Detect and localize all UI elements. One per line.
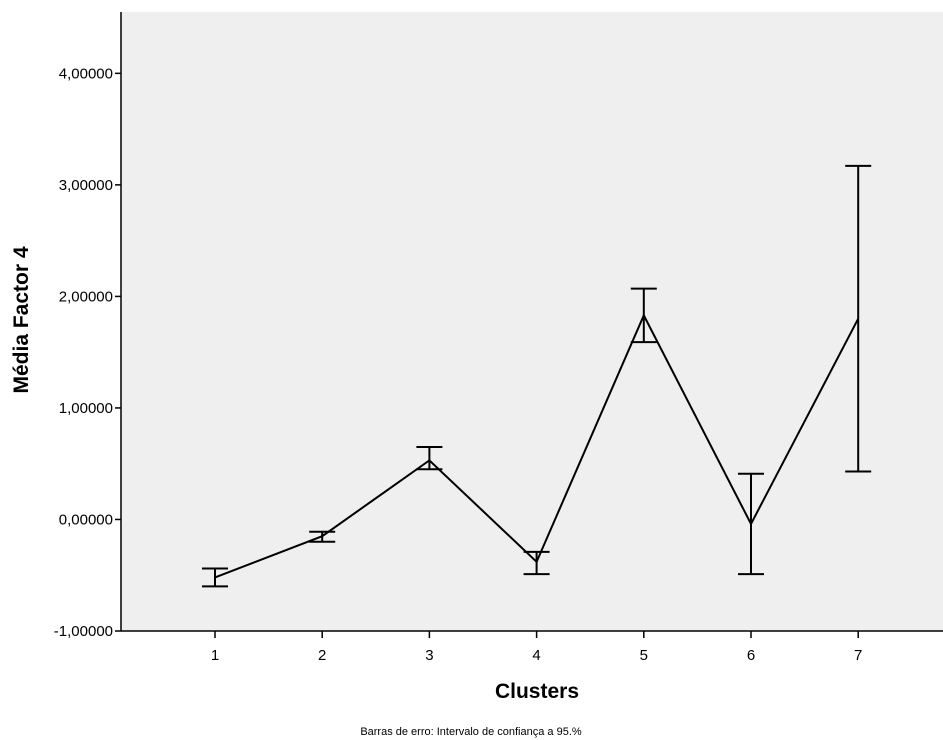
x-tick-label: 5 [640,647,648,664]
x-tick-label: 1 [211,647,219,664]
x-tick-label: 2 [318,647,326,664]
y-axis-ticks: -1,00000 0,00000 1,00000 2,00000 3,00000 4,00… [54,65,121,640]
y-tick-label: 1,00000 [59,400,113,417]
x-axis-ticks: 1 2 3 4 5 6 7 [211,631,862,664]
x-tick-label: 3 [425,647,433,664]
y-tick-label: 4,00000 [59,65,113,82]
y-axis-title: Média Factor 4 [10,246,33,393]
x-tick-label: 4 [532,647,540,664]
error-bar-footnote: Barras de erro: Intervalo de confiança a… [360,726,582,738]
x-axis-title: Clusters [495,680,579,703]
mean-line [214,313,860,579]
plot-area [121,12,943,631]
y-tick-label: 0,00000 [59,511,113,528]
x-tick-label: 6 [747,647,755,664]
x-tick-label: 7 [854,647,862,664]
y-tick-label: 3,00000 [59,177,113,194]
y-tick-label: -1,00000 [54,623,113,640]
y-tick-label: 2,00000 [59,288,113,305]
